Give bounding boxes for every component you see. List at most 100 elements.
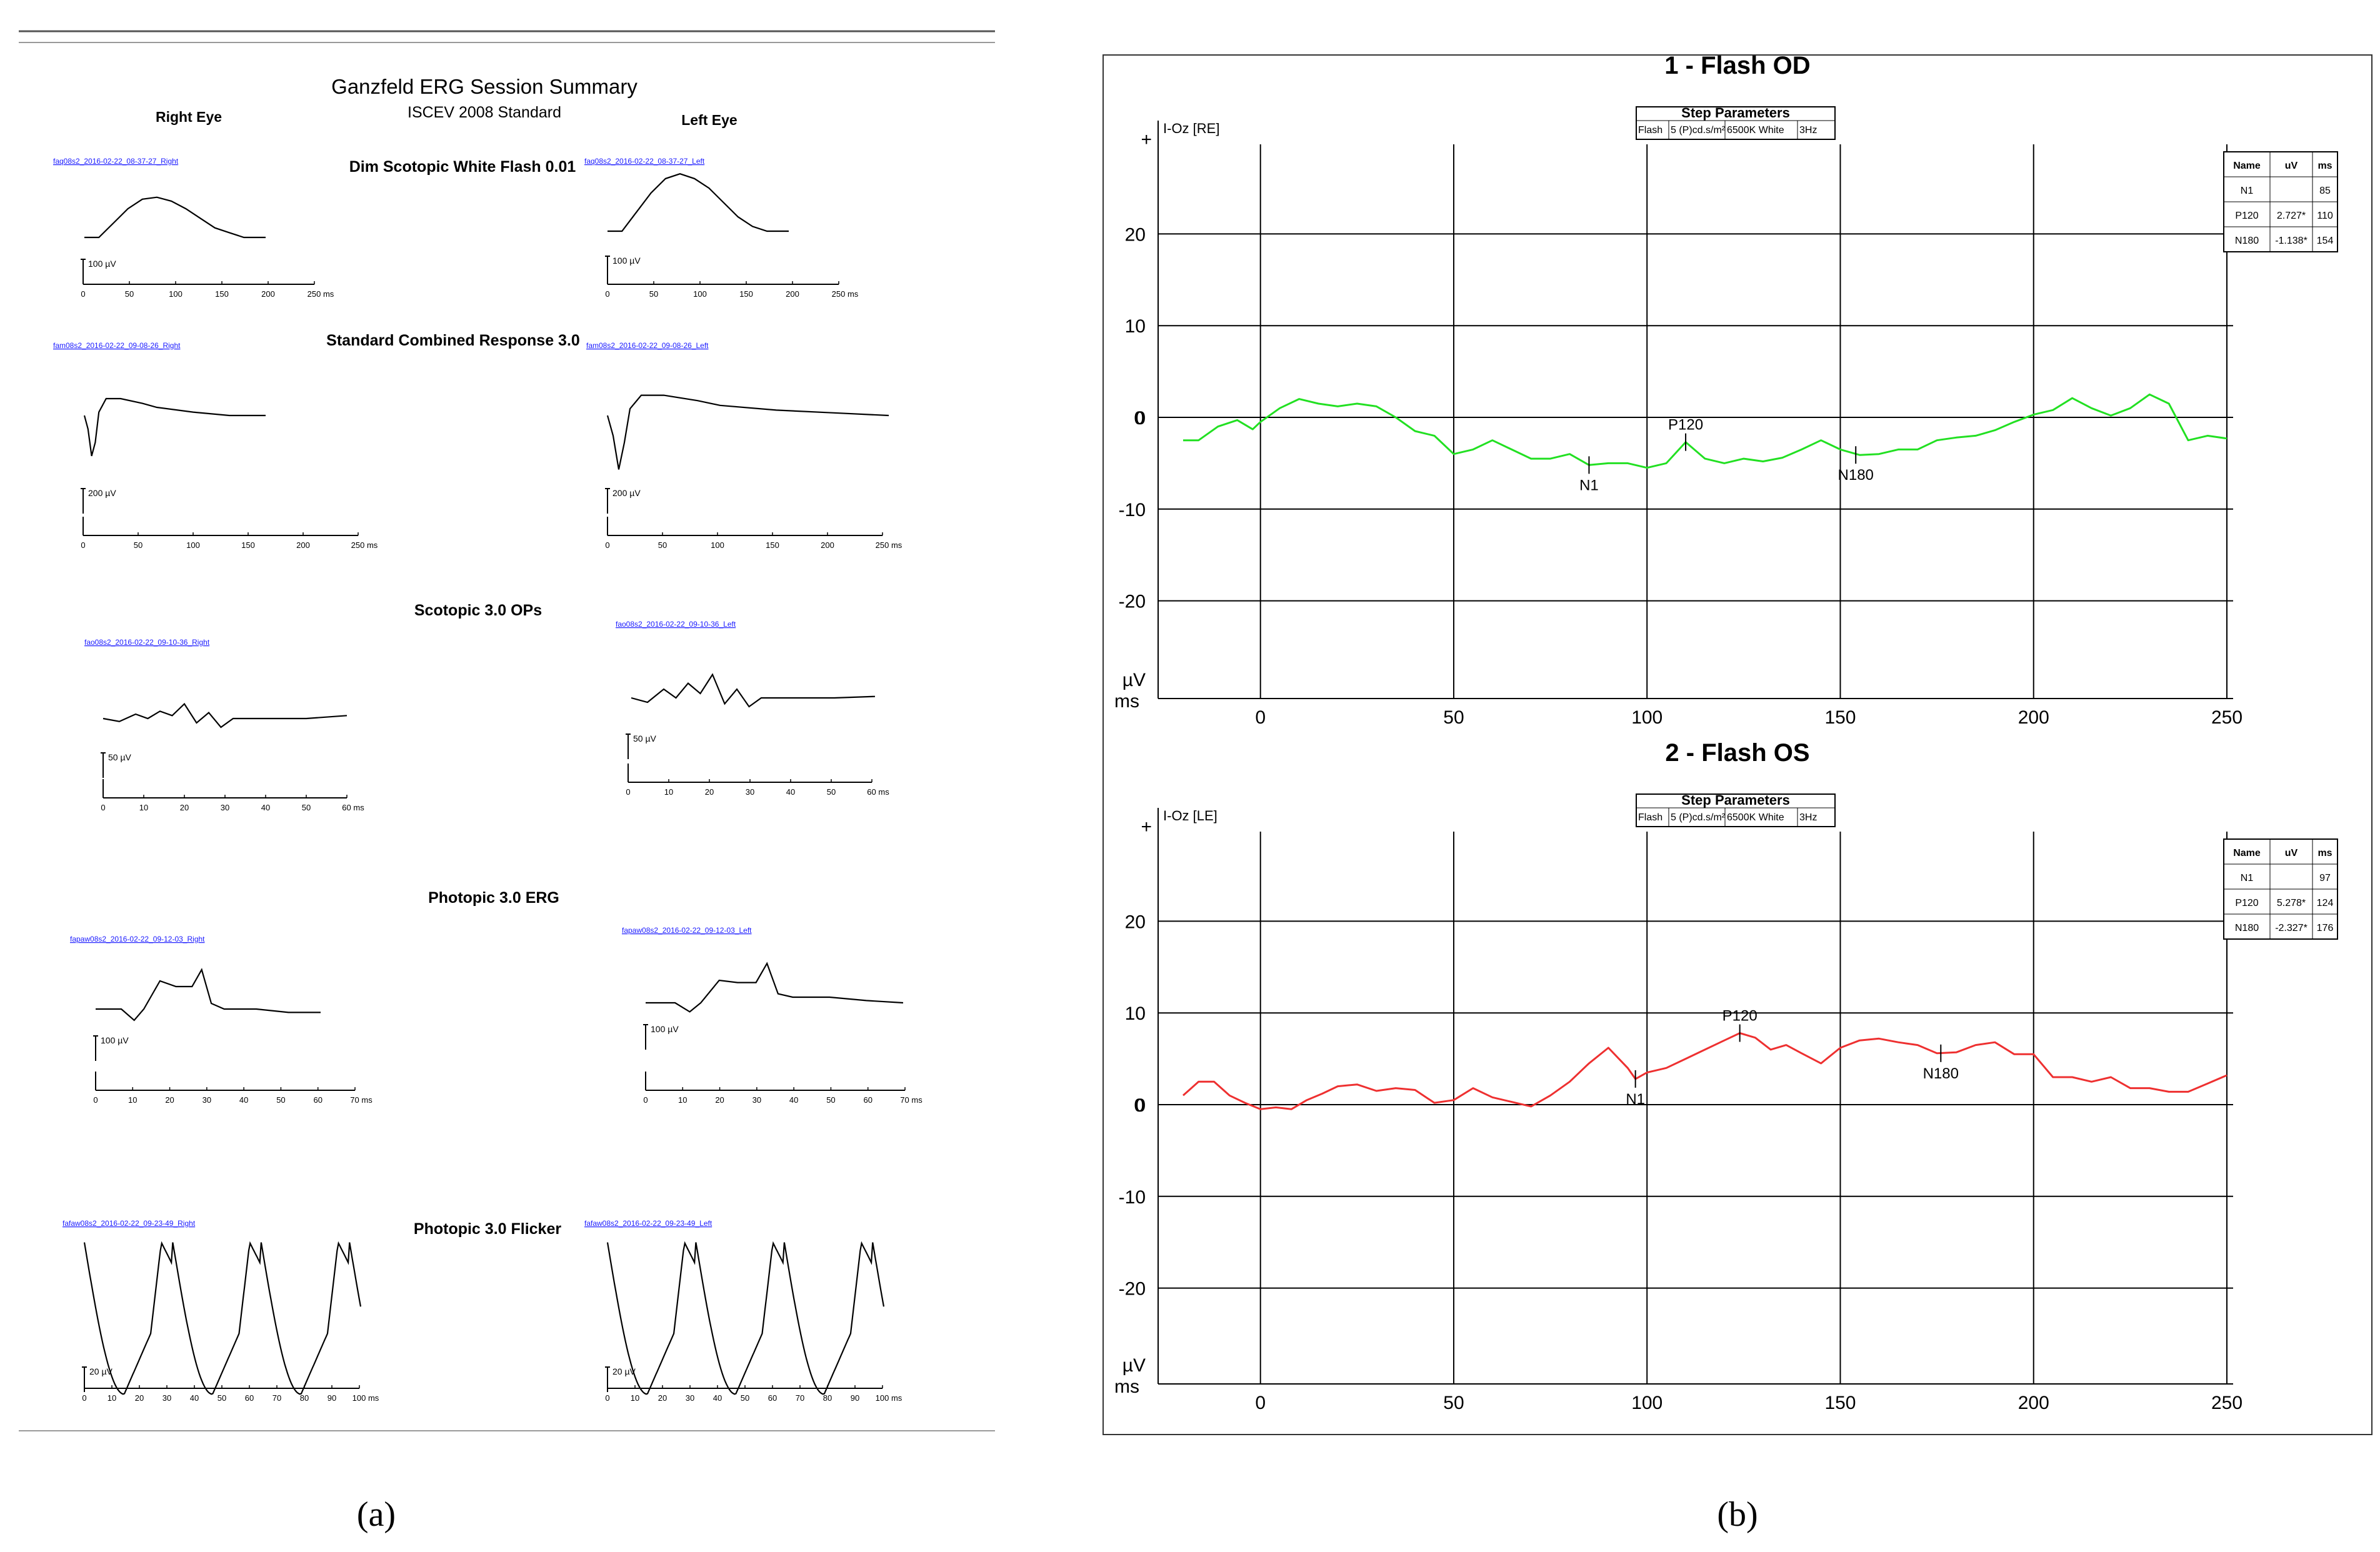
x-tick-label: 0: [1255, 1393, 1266, 1413]
time-tick-label: 150: [739, 289, 753, 299]
time-tick-label: 0: [605, 1393, 609, 1403]
trace-filename-link: faq08s2_2016-02-22_08-37-27_Left: [584, 157, 705, 166]
time-tick-label: 0: [626, 787, 630, 797]
trace-filename-link: fam08s2_2016-02-22_09-08-26_Right: [53, 341, 181, 350]
trace-filename-link: fafaw08s2_2016-02-22_09-23-49_Left: [584, 1219, 712, 1228]
time-tick-label: 90: [851, 1393, 859, 1403]
x-tick-label: 150: [1824, 1393, 1856, 1413]
time-tick-label: 40: [786, 787, 795, 797]
x-tick-label: 50: [1443, 707, 1464, 728]
time-tick-label: 200: [821, 540, 834, 550]
panel-a: Ganzfeld ERG Session Summary ISCEV 2008 …: [19, 30, 995, 1431]
time-tick-label: 100: [693, 289, 707, 299]
y-tick-label: -20: [1119, 1279, 1146, 1300]
time-tick-label: 40: [239, 1095, 248, 1105]
time-tick-label: 10: [678, 1095, 687, 1105]
right-eye-label: Right Eye: [156, 109, 222, 125]
x-tick-label: 200: [2018, 707, 2049, 728]
step-parameter-cell: 5 (P)cd.s/m²: [1671, 812, 1726, 823]
x-tick-label: 100: [1631, 707, 1662, 728]
time-tick-label: 10: [128, 1095, 137, 1105]
trace-filename-link: faq08s2_2016-02-22_08-37-27_Right: [53, 157, 179, 166]
time-tick-label: 250 ms: [351, 540, 378, 550]
peaks-table-header: uV: [2285, 161, 2298, 171]
step-parameter-cell: 3Hz: [1799, 812, 1817, 823]
time-tick-label: 30: [752, 1095, 761, 1105]
time-tick-label: 0: [643, 1095, 648, 1105]
time-tick-label: 250 ms: [876, 540, 902, 550]
peaks-table-cell: 2.727*: [2277, 211, 2306, 221]
peak-marker-label: P120: [1668, 417, 1703, 434]
x-tick-label: 250: [2211, 1393, 2242, 1413]
peaks-table-cell: 176: [2317, 923, 2334, 933]
channel-label: I-Oz [LE]: [1163, 808, 1218, 823]
erg-trace: [83, 397, 266, 457]
x-axis-unit: ms: [1114, 691, 1139, 712]
time-tick-label: 100: [711, 540, 724, 550]
step-parameters-header: Step Parameters: [1681, 105, 1790, 121]
erg-trace: [606, 1241, 885, 1395]
time-tick-label: 200: [296, 540, 310, 550]
scale-bar-label: 100 µV: [88, 259, 116, 269]
peaks-table-cell: -2.327*: [2275, 923, 2308, 933]
panel-b-caption: (b): [1717, 1495, 1758, 1534]
time-tick-label: 20: [180, 803, 189, 812]
peaks-table-cell: 5.278*: [2277, 898, 2306, 908]
flash-chart-title: 1 - Flash OD: [1664, 52, 1810, 79]
panel-a-title: Ganzfeld ERG Session Summary: [331, 75, 638, 98]
y-tick-label: 0: [1134, 1095, 1144, 1116]
time-tick-label: 80: [300, 1393, 309, 1403]
time-tick-label: 50: [827, 787, 836, 797]
y-tick-label: -20: [1119, 592, 1146, 612]
scale-bar-label: 20 µV: [89, 1366, 113, 1376]
polarity-marker: +: [1141, 817, 1152, 837]
peaks-table-cell: N1: [2241, 873, 2254, 883]
trace-filename-link: fao08s2_2016-02-22_09-10-36_Right: [84, 638, 210, 647]
step-parameter-cell: 6500K White: [1727, 812, 1784, 823]
time-tick-label: 30: [162, 1393, 171, 1403]
time-tick-label: 150: [215, 289, 229, 299]
flash-trace: [1183, 393, 2228, 469]
time-tick-label: 20: [135, 1393, 144, 1403]
x-tick-label: 100: [1631, 1393, 1662, 1413]
peaks-table-header: ms: [2318, 161, 2332, 171]
step-parameter-cell: Flash: [1638, 125, 1662, 136]
time-tick-label: 30: [202, 1095, 211, 1105]
step-parameter-cell: 3Hz: [1799, 125, 1817, 136]
trace-filename-link: fapaw08s2_2016-02-22_09-12-03_Left: [622, 926, 752, 935]
y-tick-label: 0: [1134, 408, 1144, 429]
x-tick-label: 200: [2018, 1393, 2049, 1413]
peaks-table-cell: 110: [2317, 211, 2333, 221]
step-parameter-cell: Flash: [1638, 812, 1662, 823]
trace-filename-link: fam08s2_2016-02-22_09-08-26_Left: [586, 341, 709, 350]
peaks-table-cell: -1.138*: [2275, 236, 2308, 246]
peaks-table-cell: N180: [2235, 923, 2259, 933]
y-tick-label: 20: [1125, 912, 1146, 932]
time-tick-label: 30: [686, 1393, 694, 1403]
time-tick-label: 0: [605, 289, 609, 299]
peak-marker-label: N180: [1838, 467, 1874, 484]
y-tick-label: -10: [1119, 500, 1146, 520]
peaks-table-cell: 85: [2319, 186, 2331, 196]
time-tick-label: 50: [658, 540, 667, 550]
y-tick-label: 10: [1125, 316, 1146, 337]
time-tick-label: 100: [186, 540, 200, 550]
time-tick-label: 70 ms: [900, 1095, 922, 1105]
time-tick-label: 100 ms: [876, 1393, 902, 1403]
time-tick-label: 40: [261, 803, 270, 812]
panel-b-frame: [1102, 54, 2372, 1435]
time-tick-label: 50: [302, 803, 311, 812]
y-tick-label: -10: [1119, 1187, 1146, 1208]
erg-trace: [102, 702, 348, 729]
time-tick-label: 0: [93, 1095, 98, 1105]
erg-trace: [608, 173, 789, 232]
time-tick-label: 60 ms: [342, 803, 364, 812]
protocol-title: Standard Combined Response 3.0: [326, 332, 580, 349]
scale-bar-label: 50 µV: [633, 734, 657, 744]
trace-filename-link: fafaw08s2_2016-02-22_09-23-49_Right: [62, 1219, 196, 1228]
erg-trace: [83, 1241, 362, 1395]
panel-b: 1 - Flash OD Step Parameters Flash 5 (P)cd.…: [1102, 52, 2372, 1435]
time-tick-label: 100 ms: [352, 1393, 379, 1403]
panel-a-subtitle: ISCEV 2008 Standard: [408, 104, 561, 121]
